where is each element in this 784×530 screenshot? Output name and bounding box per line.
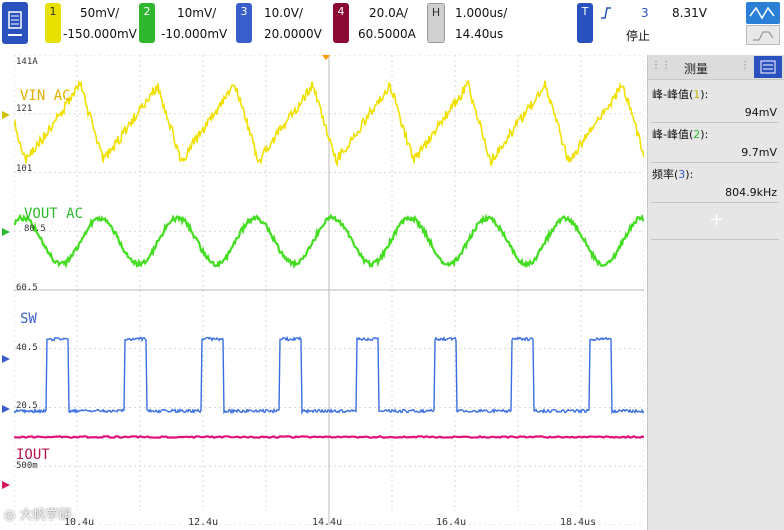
channel-3-chip[interactable]: 3 [236,3,252,43]
time-label-4: 16.4u [436,517,466,525]
channel-2-number: 2 [144,5,151,18]
waveform-display[interactable]: VIN AC VOUT AC SW IOUT 141A 121 101 80.5… [14,55,644,525]
list-icon [754,56,782,78]
channel-4-scale: 20.0A/ [369,6,408,20]
channel-1-number: 1 [50,5,57,18]
run-status: 停止 [626,27,650,44]
measurement-3-channel: 3 [678,168,685,181]
edge-mode-icon [747,26,781,46]
trigger-chip[interactable]: T [577,3,593,43]
trigger-source: 3 [641,6,649,20]
vout-low-label: 60.5 [16,283,38,293]
channel-2-scale: 10mV/ [177,6,216,20]
scope-toolbar: 1 50mV/ -150.000mV 2 10mV/ -10.000mV 3 1… [0,0,784,50]
channel-3-number: 3 [241,5,248,18]
sw-low-label: 20.5 [16,401,38,411]
vin-mid-label: 121 [16,104,32,114]
channel-4-chip[interactable]: 4 [333,3,349,43]
measurement-2-type: 峰-峰值 [652,128,689,141]
iout-trace [14,436,644,437]
measurement-1-label[interactable]: 峰-峰值(1): [652,86,708,102]
auto-scale-button[interactable] [746,2,780,24]
ch2-ground-marker[interactable] [2,228,10,236]
vin-top-label: 141A [16,57,38,67]
sw-high-label: 40.5 [16,343,38,353]
measurement-2-label[interactable]: 峰-峰值(2): [652,126,708,142]
time-label-2: 12.4u [188,517,218,525]
vin-low-label: 101 [16,164,32,174]
measurement-3-value: 804.9kHz [725,186,777,199]
trigger-level-marker[interactable] [2,355,10,363]
measurement-2-value: 9.7mV [741,146,777,159]
trigger-label: T [582,5,589,18]
ch1-ground-marker[interactable] [2,111,10,119]
menu-button[interactable] [2,2,28,44]
watermark: ◎ 大帆学研 [4,504,72,523]
measure-menu-button[interactable] [754,56,782,78]
watermark-logo-icon: ◎ [4,508,15,523]
channel-markers [0,55,14,530]
trigger-level: 8.31V [672,6,707,20]
measurement-2-channel: 2 [693,128,700,141]
channel-1-offset: -150.000mV [63,27,137,41]
waveform-canvas: VIN AC VOUT AC SW IOUT 141A 121 101 80.5… [14,55,644,525]
divider [651,239,779,240]
watermark-text: 大帆学研 [19,508,71,523]
measurement-1-channel: 1 [693,88,700,101]
measurement-panel: ⋮⋮ 测量 ⋮⋮ 峰-峰值(1): 94mV 峰-峰值(2): 9.7mV 频率… [647,55,784,530]
vin-label: VIN AC [20,88,71,104]
vout-mid-label: 80.5 [24,224,46,234]
horizontal-scale: 1.000us/ [455,6,507,20]
channel-3-offset: 20.0000V [264,27,322,41]
time-label-3: 14.4u [312,517,342,525]
sw-label: SW [20,311,37,327]
time-label-5: 18.4us [560,517,596,525]
add-measurement-button[interactable]: + [648,209,784,230]
document-icon [2,2,28,44]
measurement-header: ⋮⋮ 测量 ⋮⋮ [648,55,784,80]
iout-scale-label: 500m [16,461,38,471]
divider [651,122,779,123]
channel-4-number: 4 [338,5,345,18]
measurement-1-value: 94mV [745,106,777,119]
channel-1-scale: 50mV/ [80,6,119,20]
divider [651,162,779,163]
trigger-mode-button[interactable] [746,25,780,45]
measurement-3-type: 频率 [652,168,674,181]
measurement-title: 测量 [684,60,708,77]
channel-3-scale: 10.0V/ [264,6,303,20]
horizontal-label: H [432,6,440,19]
measurement-3-label[interactable]: 频率(3): [652,166,693,182]
waveform-icon [746,2,780,24]
channel-4-offset: 60.5000A [358,27,416,41]
horizontal-chip[interactable]: H [427,3,445,43]
horizontal-position: 14.40us [455,27,503,41]
channel-1-chip[interactable]: 1 [45,3,61,43]
drag-handle-icon[interactable]: ⋮⋮ [651,60,671,71]
vout-label: VOUT AC [24,206,83,222]
channel-2-chip[interactable]: 2 [139,3,155,43]
measurement-1-type: 峰-峰值 [652,88,689,101]
ch3-ground-marker[interactable] [2,405,10,413]
rising-edge-icon [600,6,612,20]
channel-2-offset: -10.000mV [161,27,227,41]
ch4-ground-marker[interactable] [2,481,10,489]
divider [651,202,779,203]
